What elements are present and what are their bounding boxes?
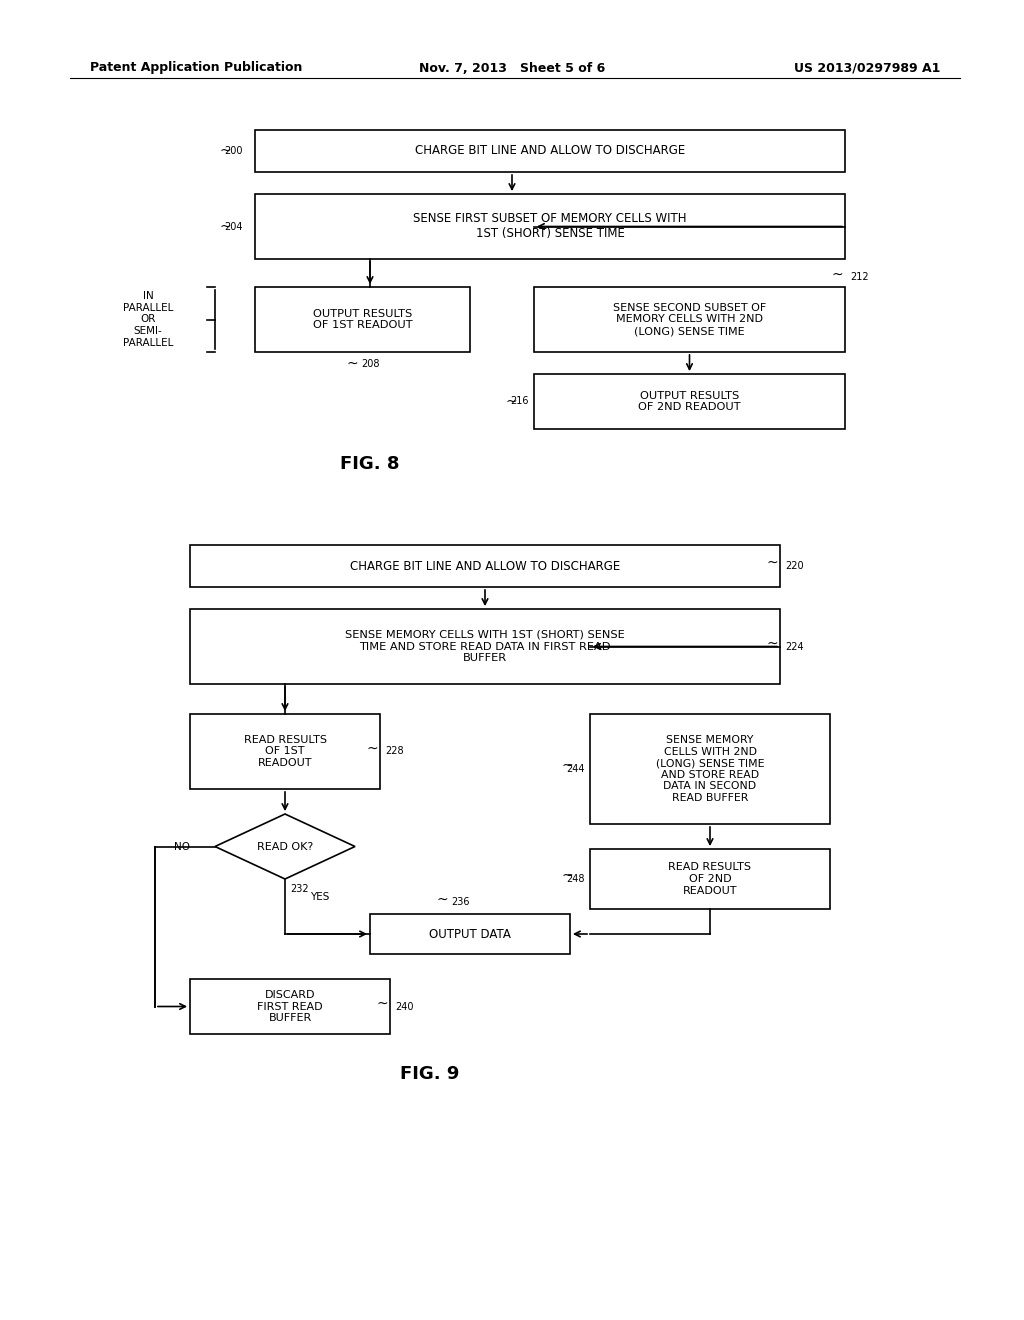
Text: ~: ~ bbox=[561, 869, 573, 883]
Text: ~: ~ bbox=[561, 759, 573, 774]
Text: 212: 212 bbox=[850, 272, 868, 282]
FancyBboxPatch shape bbox=[190, 714, 380, 789]
Text: ~: ~ bbox=[377, 997, 388, 1011]
FancyBboxPatch shape bbox=[255, 286, 470, 352]
FancyBboxPatch shape bbox=[190, 545, 780, 587]
Text: ~: ~ bbox=[766, 556, 778, 570]
FancyBboxPatch shape bbox=[255, 194, 845, 259]
FancyBboxPatch shape bbox=[590, 849, 830, 909]
Text: ~: ~ bbox=[346, 356, 358, 371]
Text: SENSE MEMORY
CELLS WITH 2ND
(LONG) SENSE TIME
AND STORE READ
DATA IN SECOND
READ: SENSE MEMORY CELLS WITH 2ND (LONG) SENSE… bbox=[655, 735, 764, 803]
Text: 228: 228 bbox=[385, 747, 403, 756]
Text: Patent Application Publication: Patent Application Publication bbox=[90, 62, 302, 74]
Text: SENSE FIRST SUBSET OF MEMORY CELLS WITH
1ST (SHORT) SENSE TIME: SENSE FIRST SUBSET OF MEMORY CELLS WITH … bbox=[414, 213, 687, 240]
FancyBboxPatch shape bbox=[255, 129, 845, 172]
Text: ~: ~ bbox=[506, 395, 517, 408]
Text: ~: ~ bbox=[219, 219, 231, 234]
Text: ~: ~ bbox=[219, 144, 231, 158]
Text: 224: 224 bbox=[785, 642, 804, 652]
FancyBboxPatch shape bbox=[534, 374, 845, 429]
Text: 220: 220 bbox=[785, 561, 804, 572]
FancyBboxPatch shape bbox=[370, 913, 570, 954]
FancyBboxPatch shape bbox=[190, 979, 390, 1034]
Text: ~: ~ bbox=[367, 742, 378, 755]
Text: OUTPUT DATA: OUTPUT DATA bbox=[429, 928, 511, 940]
Text: READ RESULTS
OF 2ND
READOUT: READ RESULTS OF 2ND READOUT bbox=[669, 862, 752, 895]
Text: CHARGE BIT LINE AND ALLOW TO DISCHARGE: CHARGE BIT LINE AND ALLOW TO DISCHARGE bbox=[415, 144, 685, 157]
Text: 200: 200 bbox=[224, 147, 243, 156]
Text: 232: 232 bbox=[290, 884, 308, 894]
Text: OUTPUT RESULTS
OF 1ST READOUT: OUTPUT RESULTS OF 1ST READOUT bbox=[312, 309, 413, 330]
Text: SENSE SECOND SUBSET OF
MEMORY CELLS WITH 2ND
(LONG) SENSE TIME: SENSE SECOND SUBSET OF MEMORY CELLS WITH… bbox=[613, 302, 766, 337]
Text: ~: ~ bbox=[436, 894, 449, 907]
FancyBboxPatch shape bbox=[190, 609, 780, 684]
Text: READ OK?: READ OK? bbox=[257, 842, 313, 851]
Text: YES: YES bbox=[310, 892, 330, 902]
Text: 236: 236 bbox=[451, 898, 469, 907]
Text: 248: 248 bbox=[566, 874, 585, 884]
Text: FIG. 8: FIG. 8 bbox=[340, 455, 399, 473]
Text: READ RESULTS
OF 1ST
READOUT: READ RESULTS OF 1ST READOUT bbox=[244, 735, 327, 768]
Text: ~: ~ bbox=[766, 636, 778, 651]
Text: 216: 216 bbox=[511, 396, 529, 407]
Text: SENSE MEMORY CELLS WITH 1ST (SHORT) SENSE
TIME AND STORE READ DATA IN FIRST READ: SENSE MEMORY CELLS WITH 1ST (SHORT) SENS… bbox=[345, 630, 625, 663]
Text: US 2013/0297989 A1: US 2013/0297989 A1 bbox=[794, 62, 940, 74]
FancyBboxPatch shape bbox=[590, 714, 830, 824]
Text: NO: NO bbox=[174, 842, 190, 851]
Text: FIG. 9: FIG. 9 bbox=[400, 1065, 460, 1082]
Text: IN
PARALLEL
OR
SEMI-
PARALLEL: IN PARALLEL OR SEMI- PARALLEL bbox=[123, 292, 173, 347]
Text: 244: 244 bbox=[566, 764, 585, 774]
Text: Nov. 7, 2013   Sheet 5 of 6: Nov. 7, 2013 Sheet 5 of 6 bbox=[419, 62, 605, 74]
Text: OUTPUT RESULTS
OF 2ND READOUT: OUTPUT RESULTS OF 2ND READOUT bbox=[638, 391, 740, 412]
Text: 204: 204 bbox=[224, 222, 243, 231]
Text: DISCARD
FIRST READ
BUFFER: DISCARD FIRST READ BUFFER bbox=[257, 990, 323, 1023]
Text: CHARGE BIT LINE AND ALLOW TO DISCHARGE: CHARGE BIT LINE AND ALLOW TO DISCHARGE bbox=[350, 560, 621, 573]
FancyBboxPatch shape bbox=[534, 286, 845, 352]
Text: 240: 240 bbox=[395, 1002, 414, 1011]
Text: 208: 208 bbox=[360, 359, 379, 370]
Text: ~: ~ bbox=[831, 268, 843, 282]
Polygon shape bbox=[215, 814, 355, 879]
